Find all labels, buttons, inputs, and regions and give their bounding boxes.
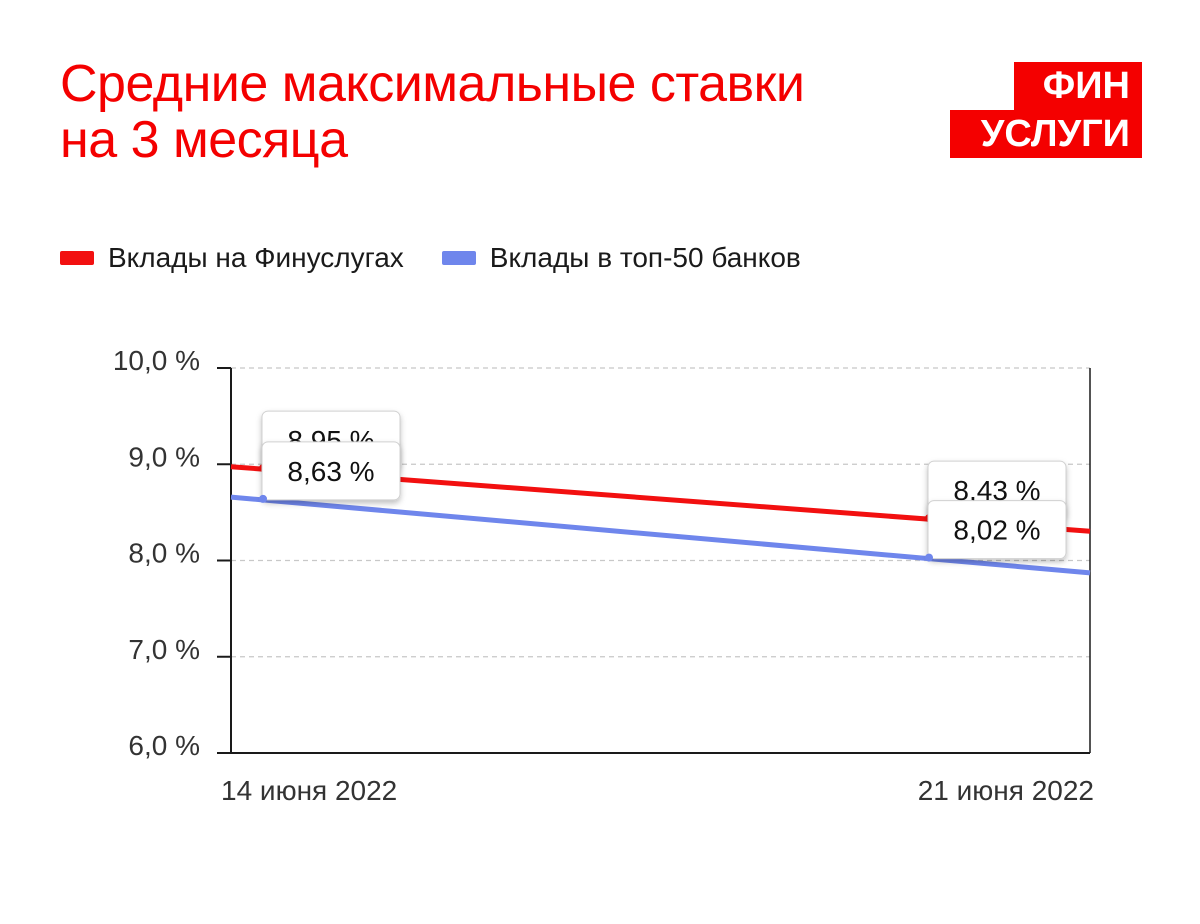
y-tick-label-2: 8,0 %: [128, 538, 200, 569]
y-tick-label-1: 7,0 %: [128, 634, 200, 665]
legend-label-top50: Вклады в топ-50 банков: [489, 242, 801, 273]
legend-swatch-finuslugi: [60, 251, 94, 265]
data-label-box-1-0: [261, 441, 401, 501]
data-point-1-0: [259, 494, 267, 503]
legend-item-top50: Вклады в топ-50 банков: [441, 242, 801, 274]
logo-line-1: ФИН: [1014, 62, 1142, 110]
data-label-box-1-1: [927, 500, 1067, 560]
x-tick-label-1: 21 июня 2022: [918, 775, 1094, 806]
title-line-1: Средние максимальные ставки: [60, 55, 805, 113]
legend-swatch-top50: [441, 251, 476, 265]
legend-item-finuslugi: Вклады на Финуслугах: [60, 242, 404, 274]
chart-legend: Вклады на Финуслугах Вклады в топ-50 бан…: [60, 242, 839, 274]
legend-label-finuslugi: Вклады на Финуслугах: [108, 242, 404, 273]
logo-line-2: УСЛУГИ: [950, 110, 1142, 158]
data-point-1-1: [925, 553, 933, 562]
y-tick-label-0: 6,0 %: [128, 730, 200, 761]
data-label-1-0: 8,63 %: [287, 456, 374, 487]
y-tick-label-4: 10,0 %: [113, 345, 200, 376]
title-line-2: на 3 месяца: [60, 111, 348, 169]
x-tick-label-0: 14 июня 2022: [221, 775, 397, 806]
data-label-1-1: 8,02 %: [953, 515, 1040, 546]
page-title: Средние максимальные ставки на 3 месяца: [60, 55, 805, 169]
y-tick-label-3: 9,0 %: [128, 441, 200, 472]
series-line-1: [230, 494, 1091, 576]
finuslugi-logo: ФИН УСЛУГИ: [950, 62, 1142, 158]
